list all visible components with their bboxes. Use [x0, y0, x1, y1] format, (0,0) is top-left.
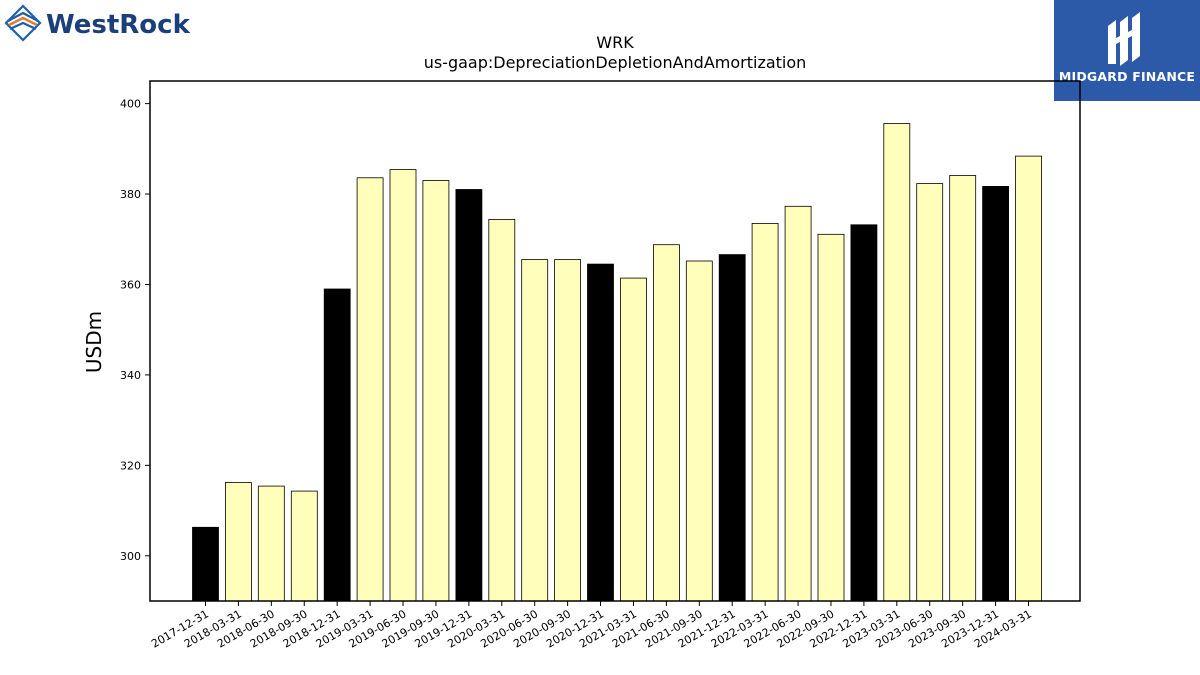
midgard-emblem-icon — [1108, 12, 1140, 66]
bar-2021-12-31 — [718, 254, 746, 602]
bar-2019-06-30 — [389, 169, 417, 602]
y-tick-label: 360 — [120, 278, 141, 291]
westrock-logo: WestRock — [4, 4, 190, 42]
y-axis: 300 320 340 360 380 400 — [120, 98, 150, 563]
bar-2020-12-31 — [587, 263, 614, 602]
bar-2022-12-31 — [850, 224, 878, 602]
bar-2022-09-30 — [817, 233, 845, 602]
bar-2022-06-30 — [784, 205, 812, 602]
y-tick-label: 320 — [120, 459, 141, 472]
midgard-logo-text: MIDGARD FINANCE — [1058, 69, 1196, 84]
plot-area-frame — [149, 80, 1081, 602]
bar-2020-03-31 — [488, 218, 516, 602]
bar-2022-03-31 — [751, 222, 779, 602]
bar-2019-09-30 — [422, 180, 450, 602]
midgard-finance-logo: MIDGARD FINANCE — [1054, 0, 1200, 101]
westrock-logo-text: WestRock — [46, 10, 190, 40]
x-axis: 2017-12-312018-03-312018-06-302018-09-30… — [149, 601, 1034, 651]
bar-2021-06-30 — [653, 244, 680, 602]
bar-2023-12-31 — [982, 185, 1009, 602]
y-tick-label: 400 — [120, 98, 141, 111]
bar-2021-03-31 — [620, 277, 647, 602]
bar-2020-06-30 — [521, 259, 549, 602]
chart-title: WRK — [596, 33, 634, 52]
bars-group — [192, 123, 1042, 602]
y-tick-label: 340 — [120, 369, 141, 382]
westrock-diamond-icon — [4, 4, 42, 42]
bar-2019-12-31 — [455, 189, 483, 602]
bar-2024-03-31 — [1015, 155, 1042, 602]
y-tick-label: 300 — [120, 550, 141, 563]
bar-2018-03-31 — [224, 482, 252, 602]
y-axis-label: USDm — [82, 311, 106, 373]
bar-2017-12-31 — [192, 526, 219, 602]
bar-2018-09-30 — [290, 490, 318, 602]
bar-2018-06-30 — [257, 485, 285, 602]
chart-subtitle: us-gaap:DepreciationDepletionAndAmortiza… — [424, 53, 807, 72]
bar-2023-06-30 — [916, 183, 944, 602]
y-tick-label: 380 — [120, 188, 141, 201]
bar-2023-03-31 — [883, 123, 911, 602]
bar-2019-03-31 — [356, 177, 384, 602]
bar-2021-09-30 — [685, 260, 713, 602]
bar-2020-09-30 — [554, 259, 581, 602]
bar-2018-12-31 — [323, 288, 351, 602]
bar-2023-09-30 — [949, 175, 977, 602]
